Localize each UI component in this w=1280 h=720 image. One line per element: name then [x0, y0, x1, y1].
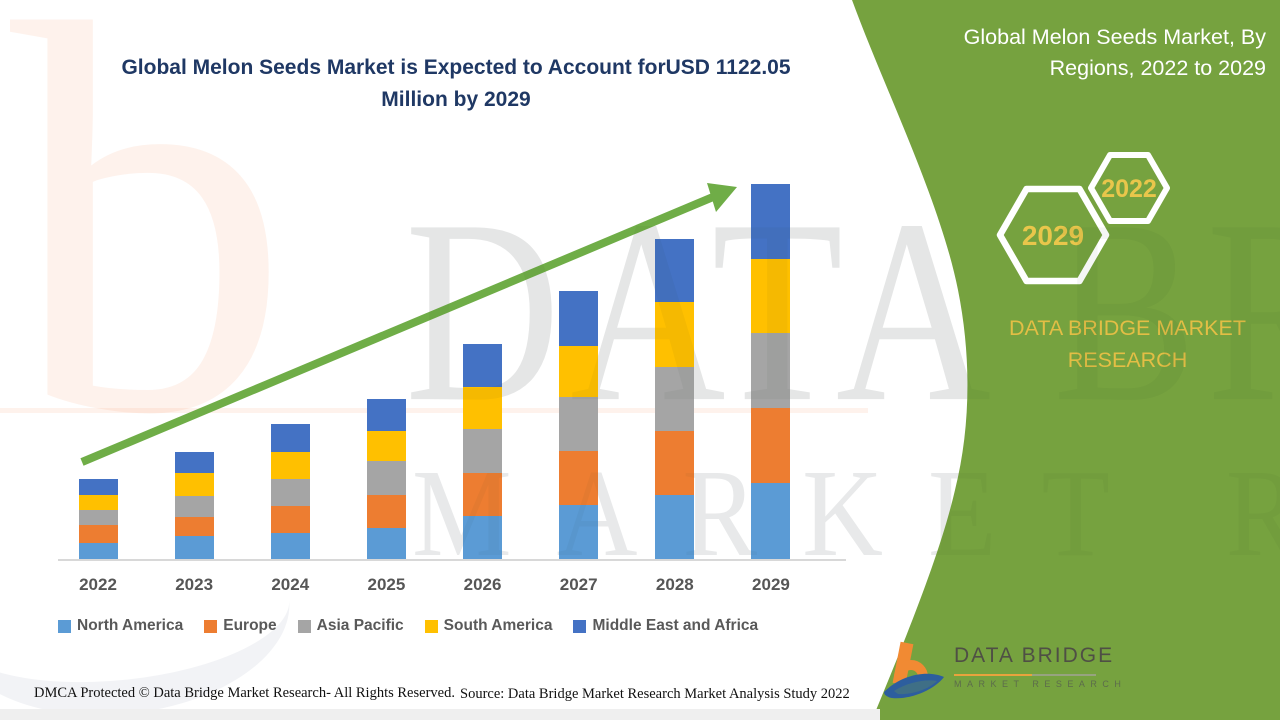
footer-dmca-text: DMCA Protected © Data Bridge Market Rese…: [34, 685, 455, 701]
legend-label: Middle East and Africa: [592, 617, 759, 634]
panel-heading-line1: Global Melon Seeds Market, By: [963, 25, 1266, 49]
bar-2029-north-america: [751, 483, 791, 559]
hexagon-2029: [996, 185, 1110, 285]
bar-2023-south-america: [174, 472, 214, 497]
legend-swatch-icon: [58, 619, 71, 633]
legend-item-asia-pacific: Asia Pacific: [297, 617, 404, 635]
bar-2029-south-america: [751, 258, 791, 333]
page-title-line1: Global Melon Seeds Market is Expected to…: [121, 56, 791, 79]
legend-label: Europe: [223, 617, 277, 634]
x-axis-label-2027: 2027: [559, 575, 598, 594]
bar-2022-europe: [78, 524, 118, 543]
bar-2025-asia-pacific: [366, 461, 406, 495]
bar-2028-north-america: [655, 495, 695, 559]
page-title-line2: Million by 2029: [381, 88, 531, 111]
x-axis-label-2029: 2029: [752, 575, 790, 594]
legend-swatch-icon: [297, 619, 311, 633]
bar-2022-middle-east-and-africa: [78, 478, 118, 496]
logo-swoosh-highlight: [894, 680, 937, 695]
bar-2029-asia-pacific: [751, 332, 791, 409]
bar-2022-south-america: [78, 495, 118, 511]
legend-item-europe: Europe: [204, 617, 277, 635]
bar-2022-asia-pacific: [78, 510, 118, 525]
x-axis-label-2023: 2023: [175, 575, 214, 594]
bar-2022-north-america: [78, 542, 118, 559]
bar-2024-asia-pacific: [270, 478, 310, 507]
bar-2026-europe: [463, 472, 503, 516]
x-axis-label-2024: 2024: [271, 575, 310, 594]
bar-2025-north-america: [366, 528, 406, 559]
legend-item-middle-east-and-africa: Middle East and Africa: [573, 617, 758, 635]
x-axis-label-2022: 2022: [79, 575, 117, 594]
legend-swatch-icon: [573, 619, 587, 633]
bar-2024-north-america: [270, 533, 310, 559]
bar-2026-north-america: [463, 515, 503, 559]
company-logo-name: DATA BRIDGE: [954, 644, 1115, 667]
panel-heading: Global Melon Seeds Market, By Regions, 2…: [964, 22, 1266, 84]
page-title: Global Melon Seeds Market is Expected to…: [85, 52, 827, 116]
legend-swatch-icon: [204, 619, 218, 633]
legend-label: Asia Pacific: [316, 617, 404, 634]
bar-2024-europe: [270, 506, 310, 534]
company-logo-subtitle: MARKET RESEARCH: [954, 679, 1127, 689]
hexagon-2022-label: 2022: [1101, 175, 1157, 203]
bar-2029-europe: [751, 408, 791, 484]
footer-source-text: Source: Data Bridge Market Research Mark…: [460, 686, 850, 702]
panel-heading-line2: Regions, 2022 to 2029: [1049, 56, 1266, 80]
legend-label: North America: [77, 617, 184, 634]
x-axis-label-2028: 2028: [655, 575, 694, 594]
bar-2023-europe: [174, 516, 214, 537]
logo-swoosh: [884, 673, 944, 699]
green-panel-shape: [852, 0, 1280, 720]
x-axis-label-2026: 2026: [463, 575, 502, 594]
legend-swatch-icon: [424, 619, 438, 633]
bar-2025-europe: [366, 494, 406, 529]
bar-2023-asia-pacific: [174, 496, 214, 517]
hexagon-2029-label: 2029: [1022, 220, 1084, 251]
bottom-strip: [0, 709, 880, 720]
bar-2027-north-america: [559, 505, 599, 559]
brand-wordmark: DATA BRIDGE MARKET RESEARCH: [985, 312, 1270, 376]
company-logo-icon: [884, 641, 944, 699]
brand-wordmark-line2: RESEARCH: [1067, 348, 1188, 372]
x-axis-line: [58, 559, 846, 561]
company-logo-underline: [954, 674, 1096, 676]
x-axis-label-2025: 2025: [367, 575, 406, 594]
hexagon-2022: [1088, 152, 1170, 224]
legend-item-south-america: South America: [424, 617, 553, 635]
chart-legend: North America Europe Asia Pacific South Ame…: [58, 617, 758, 635]
bar-2023-north-america: [174, 536, 214, 559]
brand-wordmark-line1: DATA BRIDGE MARKET: [1009, 316, 1246, 340]
legend-item-north-america: North America: [58, 617, 183, 635]
legend-label: South America: [443, 617, 553, 634]
bar-2029-middle-east-and-africa: [751, 183, 791, 259]
